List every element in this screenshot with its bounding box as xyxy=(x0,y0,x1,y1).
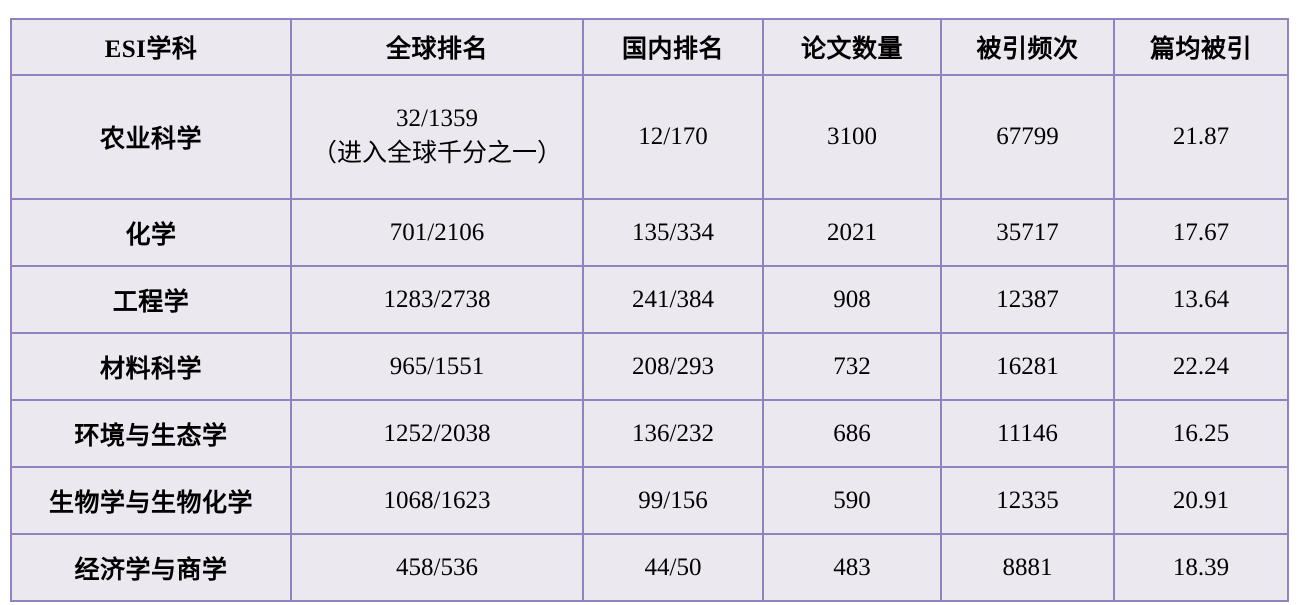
column-header-domestic-rank: 国内排名 xyxy=(582,18,764,76)
cell-global-rank: 1068/1623 xyxy=(290,466,584,535)
cell-subject: 材料科学 xyxy=(10,332,292,401)
cell-subject: 农业科学 xyxy=(10,74,292,200)
table-row: 工程学 1283/2738 241/384 908 12387 13.64 xyxy=(10,265,1289,334)
table-row: 材料科学 965/1551 208/293 732 16281 22.24 xyxy=(10,332,1289,401)
esi-discipline-table-container: ESI学科 全球排名 国内排名 论文数量 被引频次 篇均被引 农业科学 32/1… xyxy=(10,18,1289,602)
table-row: 化学 701/2106 135/334 2021 35717 17.67 xyxy=(10,198,1289,267)
cell-citations: 8881 xyxy=(940,533,1115,602)
cell-subject: 化学 xyxy=(10,198,292,267)
cell-paper-count: 483 xyxy=(762,533,942,602)
cell-citations: 12335 xyxy=(940,466,1115,535)
cell-domestic-rank: 135/334 xyxy=(582,198,764,267)
table-header-row: ESI学科 全球排名 国内排名 论文数量 被引频次 篇均被引 xyxy=(10,18,1289,76)
table-row: 环境与生态学 1252/2038 136/232 686 11146 16.25 xyxy=(10,399,1289,468)
cell-citations-per-paper: 21.87 xyxy=(1113,74,1289,200)
cell-domestic-rank: 241/384 xyxy=(582,265,764,334)
cell-subject: 工程学 xyxy=(10,265,292,334)
column-header-paper-count: 论文数量 xyxy=(762,18,942,76)
cell-global-rank: 32/1359 （进入全球千分之一） xyxy=(290,74,584,200)
cell-citations-per-paper: 16.25 xyxy=(1113,399,1289,468)
column-header-citations-per-paper: 篇均被引 xyxy=(1113,18,1289,76)
cell-paper-count: 732 xyxy=(762,332,942,401)
cell-citations-per-paper: 18.39 xyxy=(1113,533,1289,602)
cell-paper-count: 908 xyxy=(762,265,942,334)
cell-citations-per-paper: 17.67 xyxy=(1113,198,1289,267)
cell-global-rank: 701/2106 xyxy=(290,198,584,267)
cell-subject: 生物学与生物化学 xyxy=(10,466,292,535)
cell-citations: 35717 xyxy=(940,198,1115,267)
cell-citations: 67799 xyxy=(940,74,1115,200)
table-body: ESI学科 全球排名 国内排名 论文数量 被引频次 篇均被引 农业科学 32/1… xyxy=(10,18,1289,602)
global-rank-value: 32/1359 xyxy=(396,105,478,132)
cell-citations-per-paper: 13.64 xyxy=(1113,265,1289,334)
column-header-global-rank: 全球排名 xyxy=(290,18,584,76)
cell-paper-count: 3100 xyxy=(762,74,942,200)
cell-citations: 12387 xyxy=(940,265,1115,334)
cell-global-rank: 1283/2738 xyxy=(290,265,584,334)
table-row: 经济学与商学 458/536 44/50 483 8881 18.39 xyxy=(10,533,1289,602)
column-header-citations: 被引频次 xyxy=(940,18,1115,76)
cell-global-rank: 1252/2038 xyxy=(290,399,584,468)
cell-citations: 11146 xyxy=(940,399,1115,468)
esi-discipline-table: ESI学科 全球排名 国内排名 论文数量 被引频次 篇均被引 农业科学 32/1… xyxy=(10,18,1289,602)
column-header-subject: ESI学科 xyxy=(10,18,292,76)
cell-global-rank: 965/1551 xyxy=(290,332,584,401)
cell-citations: 16281 xyxy=(940,332,1115,401)
cell-domestic-rank: 208/293 xyxy=(582,332,764,401)
cell-domestic-rank: 12/170 xyxy=(582,74,764,200)
cell-paper-count: 2021 xyxy=(762,198,942,267)
cell-domestic-rank: 136/232 xyxy=(582,399,764,468)
cell-paper-count: 590 xyxy=(762,466,942,535)
cell-global-rank: 458/536 xyxy=(290,533,584,602)
table-row: 生物学与生物化学 1068/1623 99/156 590 12335 20.9… xyxy=(10,466,1289,535)
global-rank-note: （进入全球千分之一） xyxy=(311,139,562,167)
cell-paper-count: 686 xyxy=(762,399,942,468)
cell-domestic-rank: 44/50 xyxy=(582,533,764,602)
cell-domestic-rank: 99/156 xyxy=(582,466,764,535)
cell-subject: 环境与生态学 xyxy=(10,399,292,468)
cell-subject: 经济学与商学 xyxy=(10,533,292,602)
cell-citations-per-paper: 22.24 xyxy=(1113,332,1289,401)
cell-citations-per-paper: 20.91 xyxy=(1113,466,1289,535)
table-row: 农业科学 32/1359 （进入全球千分之一） 12/170 3100 6779… xyxy=(10,74,1289,200)
